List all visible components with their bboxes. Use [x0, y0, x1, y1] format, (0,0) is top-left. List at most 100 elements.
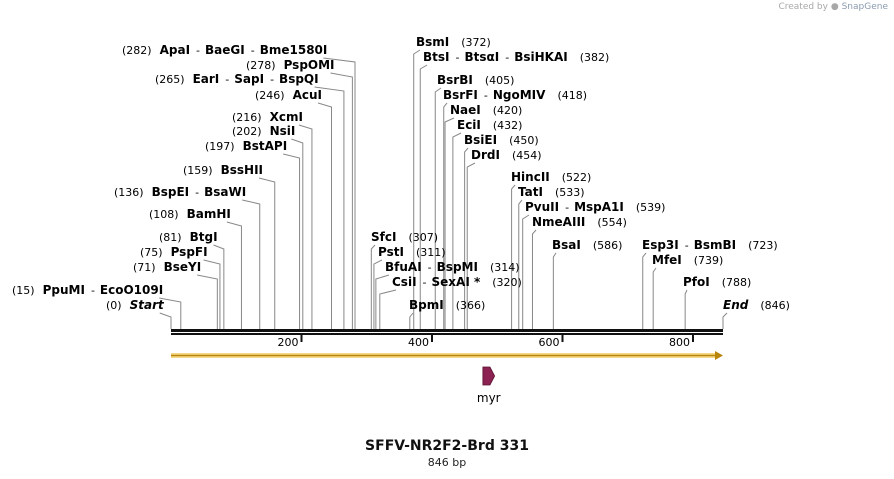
enzyme-name: SapI [234, 72, 264, 86]
enzyme-name: PstI [378, 245, 404, 259]
enzyme-name: BspEI [152, 185, 190, 199]
enzyme-connector [213, 244, 225, 329]
enzyme-position: (0) [106, 299, 122, 312]
enzyme-site[interactable]: (197) BstAPI [205, 139, 287, 153]
enzyme-site[interactable]: EciI (432) [457, 118, 522, 132]
backbone-bottom-strand [171, 333, 723, 335]
enzyme-site[interactable]: BsrFI - NgoMIV (418) [443, 88, 587, 102]
enzyme-name: MspA1I [574, 200, 624, 214]
enzyme-site[interactable]: BtsI - BtsαI - BsiHKAI (382) [423, 50, 609, 64]
enzyme-site[interactable]: BsrBI (405) [437, 73, 514, 87]
enzyme-position: (405) [485, 74, 515, 87]
enzyme-position: (202) [232, 125, 262, 138]
scale-tick-label: 600 [538, 336, 559, 349]
feature-myr-arrow[interactable] [482, 366, 496, 386]
enzyme-connector [452, 132, 462, 329]
enzyme-site[interactable]: NmeAIII (554) [532, 215, 627, 229]
enzyme-connector [434, 87, 442, 329]
enzyme-connector [642, 252, 647, 329]
enzyme-connector [684, 289, 688, 329]
enzyme-site[interactable]: (246) AcuI [255, 88, 322, 102]
enzyme-site[interactable]: (75) PspFI [140, 245, 208, 259]
enzyme-connector [652, 267, 657, 329]
enzyme-name: NgoMIV [493, 88, 546, 102]
enzyme-site[interactable]: NaeI (420) [450, 103, 522, 117]
snapgene-logo-icon: ● [830, 2, 839, 12]
enzyme-site[interactable]: PfoI (788) [683, 275, 751, 289]
enzyme-site[interactable]: PstI (311) [378, 245, 446, 259]
dna-backbone: 200 400 600 800 [171, 329, 723, 349]
enzyme-connector [159, 297, 182, 329]
enzyme-position: (432) [493, 119, 523, 132]
enzyme-site[interactable]: (278) PspOMI [246, 58, 335, 72]
enzyme-connector [375, 274, 390, 329]
enzyme-name: BfuAI [385, 260, 422, 274]
enzyme-connector [722, 312, 728, 329]
enzyme-connector [466, 162, 476, 329]
enzyme-site[interactable]: (282) ApaI - BaeGI - Bme1580I [122, 43, 327, 57]
enzyme-name: TatI [518, 185, 543, 199]
enzyme-position: (71) [133, 261, 156, 274]
enzyme-site[interactable]: (0) Start [106, 298, 165, 312]
enzyme-site[interactable]: (15) PpuMI - EcoO109I [12, 283, 163, 297]
enzyme-name: BsmBI [694, 238, 736, 252]
enzyme-site[interactable]: BsiEI (450) [464, 133, 539, 147]
enzyme-connector [197, 274, 218, 329]
enzyme-name: PfoI [683, 275, 710, 289]
enzyme-site[interactable]: HincII (522) [511, 170, 591, 184]
enzyme-name: XcmI [270, 110, 303, 124]
enzyme-site[interactable]: End (846) [723, 298, 790, 312]
enzyme-site[interactable]: CsiI - SexAI * (320) [392, 275, 522, 289]
enzyme-site[interactable]: (108) BamHI [149, 207, 231, 221]
enzyme-connector [314, 86, 345, 329]
enzyme-site[interactable]: (71) BseYI [133, 260, 201, 274]
enzyme-site[interactable]: (202) NsiI [232, 124, 295, 138]
enzyme-site[interactable]: BsmI (372) [416, 35, 491, 49]
enzyme-site[interactable]: PvuII - MspA1I (539) [525, 200, 665, 214]
enzyme-site[interactable]: DrdI (454) [471, 148, 542, 162]
enzyme-name: BspMI [437, 260, 478, 274]
enzyme-separator: - [505, 51, 509, 64]
enzyme-site[interactable]: MfeI (739) [652, 253, 723, 267]
enzyme-site[interactable]: BpmI (366) [409, 298, 485, 312]
enzyme-position: (15) [12, 284, 35, 297]
enzyme-name: BsmI [416, 35, 449, 49]
enzyme-site[interactable]: (216) XcmI [232, 110, 303, 124]
enzyme-name: PvuII [525, 200, 559, 214]
enzyme-position: (450) [509, 134, 539, 147]
enzyme-name: HincII [511, 170, 550, 184]
enzyme-name: BpmI [409, 298, 444, 312]
enzyme-site[interactable]: SfcI (307) [371, 230, 438, 244]
enzyme-name: SexAI * [432, 275, 481, 289]
enzyme-separator: - [428, 261, 432, 274]
enzyme-site[interactable]: (136) BspEI - BsaWI [114, 185, 246, 199]
enzyme-separator: - [91, 284, 95, 297]
backbone-top-strand [171, 329, 723, 332]
enzyme-name: EciI [457, 118, 481, 132]
scale-tick-label: 200 [277, 336, 298, 349]
enzyme-connector [409, 312, 414, 329]
map-length: 846 bp [427, 456, 467, 469]
enzyme-connector [159, 312, 172, 329]
enzyme-connector-lines [159, 49, 728, 329]
enzyme-position: (382) [580, 51, 610, 64]
enzyme-site[interactable]: (81) BtgI [159, 230, 218, 244]
enzyme-position: (246) [255, 89, 285, 102]
enzyme-separator: - [225, 73, 229, 86]
enzyme-name: CsiI [392, 275, 417, 289]
enzyme-site[interactable]: (265) EarI - SapI - BspQI [155, 72, 319, 86]
enzyme-site[interactable]: (159) BssHII [183, 163, 263, 177]
enzyme-site[interactable]: TatI (533) [518, 185, 585, 199]
enzyme-site[interactable]: BfuAI - BspMI (314) [385, 260, 520, 274]
enzyme-name: AcuI [293, 88, 322, 102]
enzyme-position: (372) [461, 36, 491, 49]
enzyme-name: EarI [193, 72, 220, 86]
enzyme-site[interactable]: Esp3I - BsmBI (723) [642, 238, 778, 252]
enzyme-connector [518, 199, 523, 329]
snapgene-credit: Created by ● SnapGene [778, 2, 888, 12]
credit-prefix: Created by [778, 2, 828, 12]
enzyme-connector [379, 289, 397, 329]
enzyme-connector [203, 259, 221, 329]
enzyme-site[interactable]: BsaI (586) [552, 238, 622, 252]
